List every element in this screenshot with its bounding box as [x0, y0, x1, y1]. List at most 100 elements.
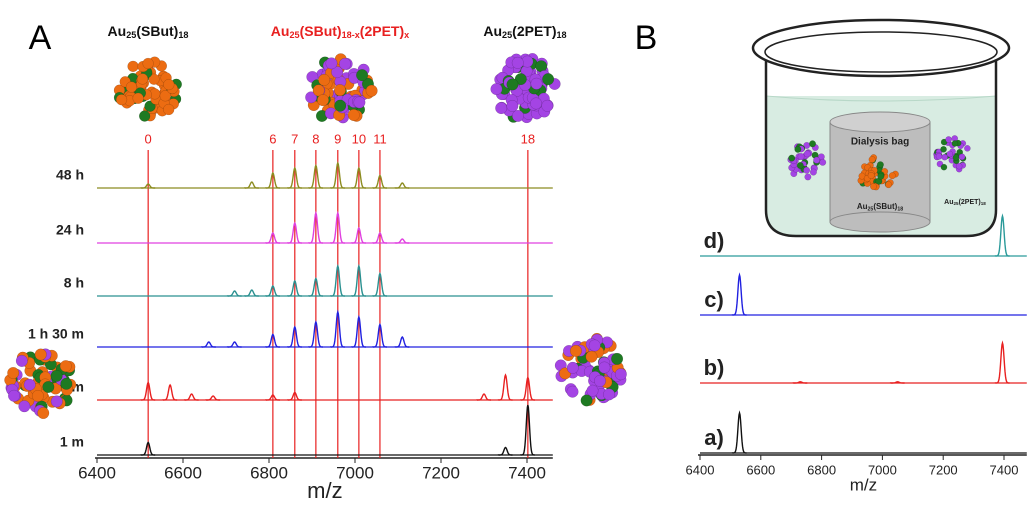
- atom: [514, 73, 527, 86]
- x-axis-label: m/z: [307, 478, 342, 503]
- peak: [372, 271, 387, 297]
- atom: [511, 56, 524, 69]
- peak: [731, 410, 747, 454]
- peak: [395, 238, 410, 244]
- nanocluster-icon: [857, 154, 899, 191]
- marker-label: 18: [521, 131, 535, 146]
- atom: [7, 366, 20, 379]
- atom: [159, 90, 171, 102]
- atom: [945, 136, 952, 143]
- nanocluster-icon: [490, 53, 561, 124]
- atom: [333, 84, 346, 97]
- atom: [338, 57, 352, 70]
- atom: [305, 91, 318, 104]
- marker-label: 6: [269, 131, 276, 146]
- atom: [870, 183, 877, 191]
- peak: [372, 174, 387, 189]
- formula-part: Au: [944, 199, 953, 206]
- formula: Au25(2PET)18: [944, 199, 986, 206]
- x-axis-label: m/z: [850, 475, 877, 494]
- nanocluster-icon: [305, 53, 378, 124]
- atom: [585, 350, 598, 363]
- peak: [287, 391, 302, 401]
- formula-part: Au: [857, 202, 868, 211]
- peak: [308, 210, 323, 244]
- peak: [994, 340, 1010, 384]
- atom: [593, 374, 606, 387]
- peak: [351, 314, 366, 348]
- peak: [330, 161, 345, 189]
- atom: [312, 84, 325, 97]
- nanocluster-icon: [933, 135, 971, 173]
- panel-letter: B: [635, 19, 658, 57]
- subscript: x: [404, 31, 409, 41]
- x-tick-label: 6600: [164, 463, 202, 482]
- atom: [598, 361, 611, 374]
- atom: [803, 166, 811, 174]
- subscript: 18: [897, 207, 903, 213]
- atom: [940, 163, 948, 171]
- subscript: 25: [954, 201, 960, 206]
- marker-label: 11: [373, 131, 387, 146]
- peak: [994, 213, 1010, 257]
- peak: [265, 333, 280, 348]
- peak: [308, 277, 323, 297]
- atom: [331, 66, 344, 79]
- atom: [506, 99, 519, 112]
- peak: [265, 394, 280, 401]
- x-tick-label: 6800: [250, 463, 288, 482]
- atom: [318, 73, 331, 86]
- peak: [395, 182, 410, 189]
- x-tick-label: 7000: [868, 462, 897, 477]
- atom: [347, 109, 360, 122]
- atom: [804, 173, 812, 181]
- subscript: 18: [178, 31, 188, 41]
- peak: [140, 381, 156, 401]
- peak: [793, 381, 808, 384]
- atom: [611, 352, 624, 365]
- peak: [394, 336, 410, 348]
- atom: [125, 81, 138, 93]
- formula: Au25(SBut)18: [857, 202, 903, 213]
- atom: [139, 110, 151, 122]
- atom: [495, 102, 508, 115]
- atom: [951, 140, 959, 147]
- atom: [952, 154, 960, 161]
- x-tick-label: 7200: [929, 462, 958, 477]
- atom: [935, 153, 943, 160]
- peak: [287, 221, 302, 244]
- atom: [614, 368, 627, 381]
- formula-part: (SBut): [873, 202, 897, 211]
- peak: [287, 166, 302, 189]
- atom: [163, 78, 175, 91]
- peak: [351, 263, 366, 297]
- atom: [566, 361, 579, 374]
- marker-label: 0: [145, 131, 152, 146]
- series-label: 1 h 30 m: [28, 326, 84, 342]
- panel-letter: A: [29, 19, 52, 57]
- atom: [877, 172, 885, 180]
- atom: [796, 161, 804, 169]
- peak: [287, 325, 302, 348]
- formula-part: (SBut): [300, 23, 342, 39]
- x-tick-label: 6400: [686, 462, 715, 477]
- atom: [132, 92, 144, 104]
- subscript: 18: [557, 31, 567, 41]
- peak: [476, 393, 492, 401]
- subscript: 25: [502, 31, 512, 41]
- atom: [142, 57, 154, 70]
- bag-label: Dialysis bag: [851, 137, 909, 148]
- series-label: d): [704, 228, 725, 253]
- peak: [520, 375, 535, 401]
- atom: [59, 360, 72, 373]
- formula-part: Au: [271, 23, 290, 39]
- formula-part: Au: [483, 23, 502, 39]
- peak: [227, 341, 242, 348]
- peak: [372, 232, 387, 244]
- peak: [351, 166, 366, 189]
- atom: [580, 394, 593, 407]
- subscript: 25: [126, 31, 136, 41]
- peak: [227, 290, 242, 297]
- atom: [586, 384, 599, 397]
- peak: [201, 341, 216, 348]
